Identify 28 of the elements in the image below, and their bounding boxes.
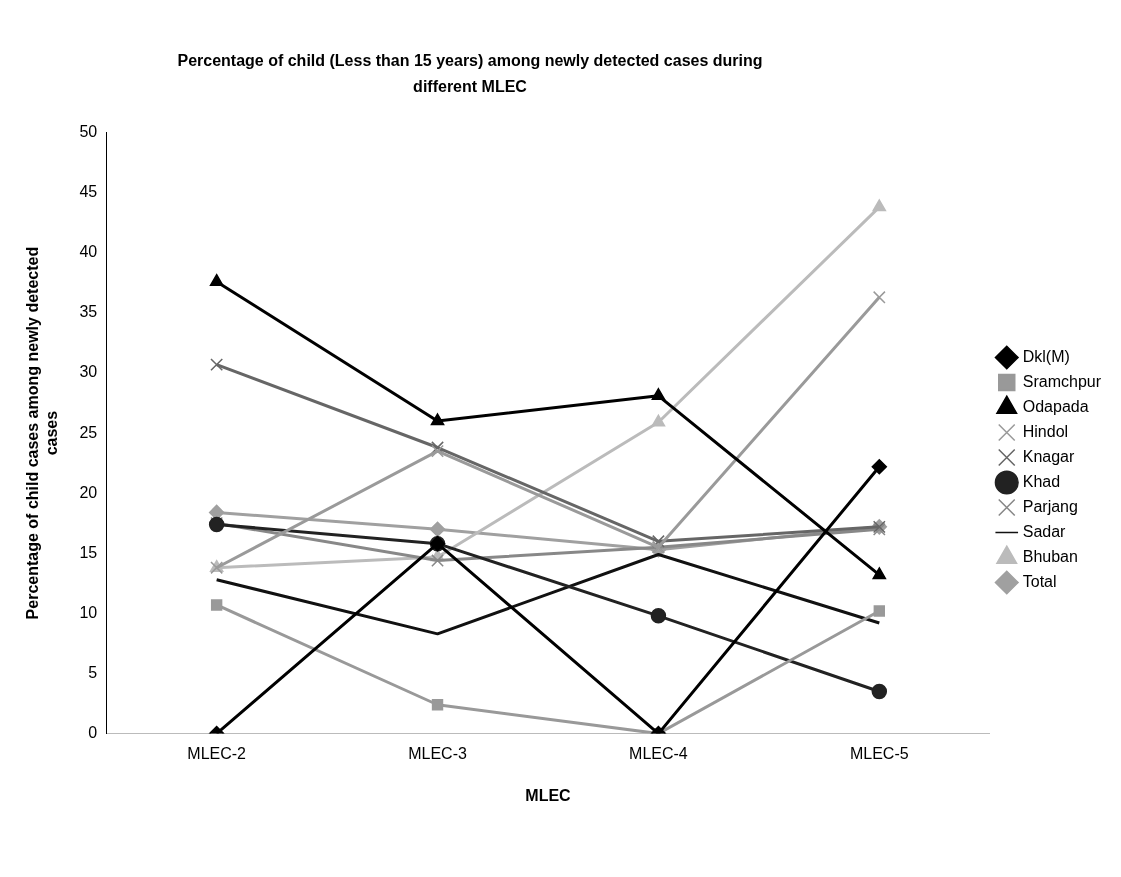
legend-label: Total (1022, 572, 1057, 590)
x-tick-label: MLEC-4 (629, 744, 688, 762)
legend-label: Odapada (1022, 397, 1089, 415)
x-tick-label: MLEC-2 (187, 744, 247, 762)
legend-label: Parjang (1022, 497, 1078, 515)
chart-title: Percentage of child (Less than 15 years) among newly detected cases during different MLEC (176, 51, 764, 97)
legend-label: Knagar (1022, 447, 1076, 465)
y-tick-label: 5 (88, 663, 98, 681)
legend-label: Sadar (1022, 522, 1067, 540)
legend-label: Sramchpur (1022, 372, 1102, 390)
y-tick-label: 45 (79, 183, 98, 201)
y-tick-label: 0 (88, 724, 98, 742)
y-tick-label: 20 (79, 483, 98, 501)
x-tick-label: MLEC-3 (408, 744, 467, 762)
y-tick-label: 15 (79, 543, 98, 561)
y-tick-label: 25 (79, 423, 98, 441)
y-tick-label: 40 (79, 243, 98, 261)
x-axis-title: MLEC (525, 786, 572, 804)
x-tick-label: MLEC-5 (849, 744, 909, 762)
legend-label: Khad (1022, 472, 1061, 490)
y-tick-label: 50 (79, 123, 98, 141)
y-tick-label: 30 (79, 363, 98, 381)
legend-label: Dkl(M) (1022, 347, 1070, 365)
legend-label: Hindol (1022, 422, 1069, 440)
y-tick-label: 10 (79, 603, 98, 621)
y-axis-title: Percentage of child cases among newly detected cases (24, 246, 61, 620)
legend-label: Bhuban (1022, 547, 1078, 565)
y-tick-label: 35 (79, 303, 98, 321)
